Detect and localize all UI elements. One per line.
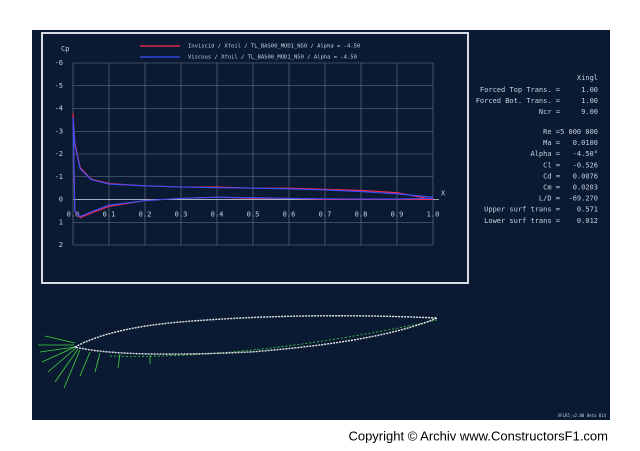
copyright: Copyright © Archiv www.ConstructorsF1.co… — [348, 428, 608, 443]
panel-key: Forced Bot. Trans. = — [476, 97, 560, 105]
y-tick-label: 2 — [59, 241, 63, 249]
y-tick-label: -6 — [55, 59, 63, 67]
x-tick-label: 0.6 — [283, 211, 296, 219]
series-line — [72, 117, 434, 218]
y-tick-label: -2 — [55, 150, 63, 158]
x-tick-label: 0.1 — [103, 211, 116, 219]
pressure-arrows — [38, 335, 151, 389]
panel-value: 0.0100 — [573, 139, 598, 147]
x-tick-label: 0.9 — [391, 211, 404, 219]
panel-value: -0.526 — [573, 161, 598, 169]
panel-key: L/D = — [539, 195, 560, 203]
panel-key: Cm = — [543, 184, 560, 192]
panel-value: 0.0203 — [573, 184, 598, 192]
x-tick-label: 0.4 — [211, 211, 224, 219]
airfoil-outline — [73, 315, 438, 355]
app-background — [32, 30, 610, 420]
x-tick-label: 0.7 — [319, 211, 332, 219]
panel-key: Forced Top Trans. = — [480, 86, 560, 94]
panel-key: Ma = — [543, 139, 560, 147]
x-tick-label: 0.5 — [247, 211, 260, 219]
panel-title: Xingl — [577, 74, 598, 82]
panel-value: 1.00 — [581, 86, 598, 94]
panel-key: Alpha = — [530, 150, 560, 158]
version-label: XFLR5_v2.00 Beta 014 — [558, 413, 607, 418]
panel-value: 0.0076 — [573, 172, 598, 180]
legend-label: Inviscid / Xfoil / TL_BAS00_MOD1_N50 / A… — [188, 44, 360, 50]
y-tick-label: -4 — [55, 105, 63, 113]
x-tick-label: 0.2 — [139, 211, 152, 219]
x-tick-label: 1.0 — [427, 211, 440, 219]
panel-key: Cl = — [543, 161, 560, 169]
legend-label: Viscous / Xfoil / TL_BAS00_MOD1_N50 / Al… — [188, 55, 357, 61]
panel-key: Lower surf trans = — [484, 217, 560, 225]
panel-value: 1.00 — [581, 97, 598, 105]
panel-key: Upper surf trans = — [484, 206, 560, 214]
y-tick-label: 1 — [59, 218, 63, 226]
x-tick-label: 0.8 — [355, 211, 368, 219]
panel-value: 5 000 000 — [560, 128, 598, 136]
y-tick-label: -5 — [55, 82, 63, 90]
panel-value: -69.270 — [568, 195, 598, 203]
pressure-band — [109, 319, 438, 357]
panel-value: 9.00 — [581, 108, 598, 116]
x-axis-label: X — [441, 190, 446, 198]
y-tick-label: -3 — [55, 127, 63, 135]
y-axis-label: Cp — [61, 45, 69, 53]
panel-key: Re = — [543, 128, 560, 136]
panel-value: -4.50° — [573, 150, 598, 158]
plot-frame — [41, 32, 469, 284]
airfoil-view — [38, 315, 438, 389]
panel-value: 0.012 — [577, 217, 598, 225]
panel-value: 0.571 — [577, 206, 598, 214]
panel-key: Cd = — [543, 172, 560, 180]
x-tick-label: 0.0 — [67, 211, 80, 219]
y-tick-label: 0 — [59, 196, 63, 204]
y-tick-label: -1 — [55, 173, 63, 181]
x-tick-label: 0.3 — [175, 211, 188, 219]
panel-key: Ncr = — [539, 108, 560, 116]
